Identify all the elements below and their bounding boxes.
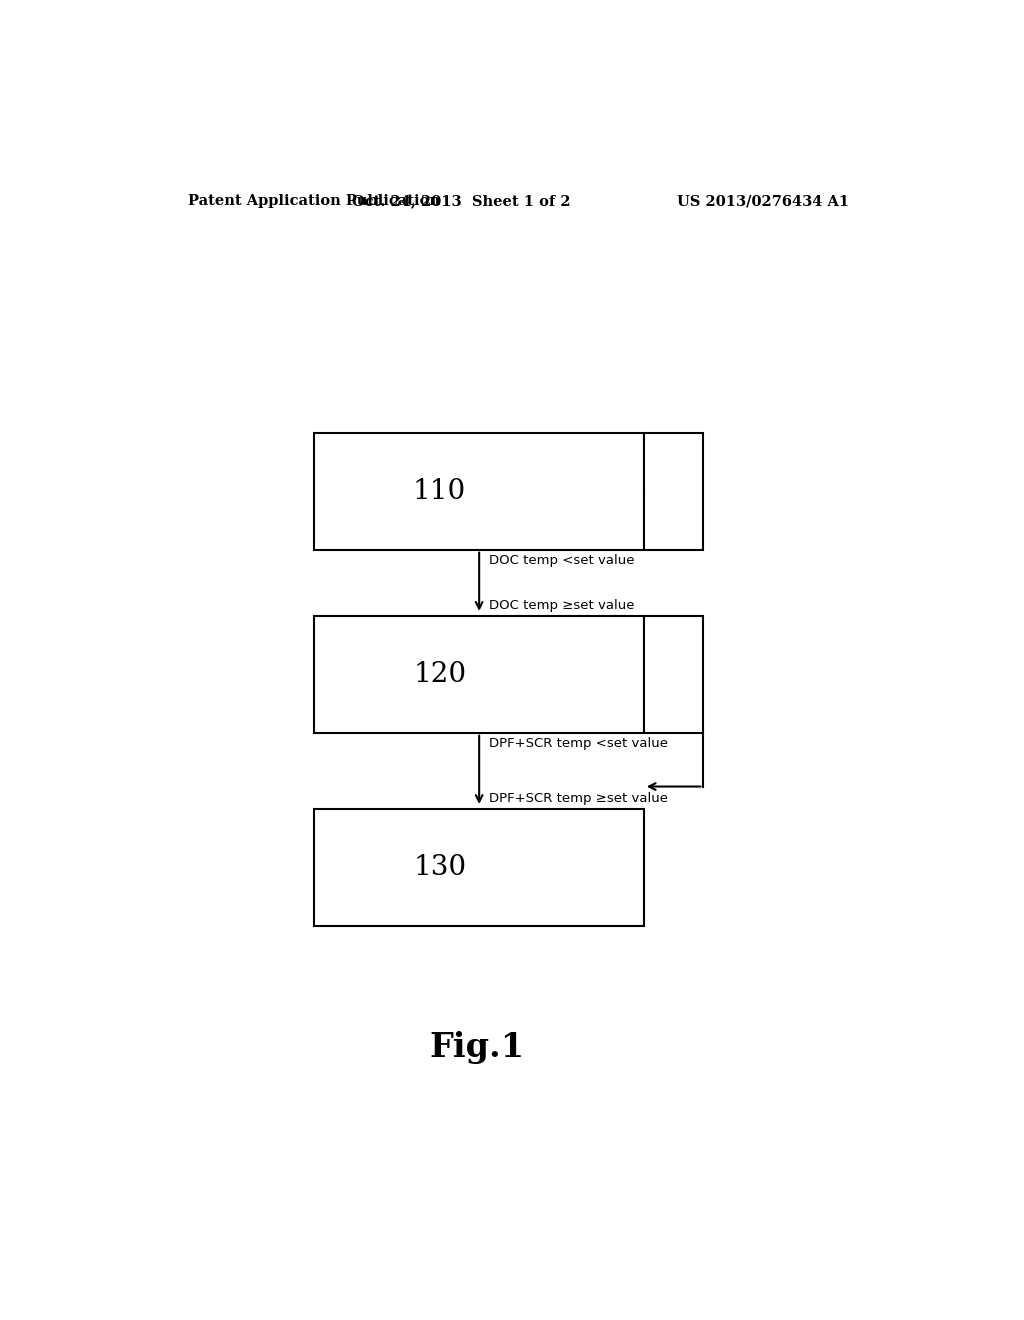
Text: Patent Application Publication: Patent Application Publication <box>187 194 439 209</box>
Bar <box>314 433 644 549</box>
Text: 120: 120 <box>413 661 466 688</box>
Text: Fig.1: Fig.1 <box>430 1031 524 1064</box>
Text: DPF+SCR temp <set value: DPF+SCR temp <set value <box>488 737 668 750</box>
Text: DOC temp ≥set value: DOC temp ≥set value <box>488 599 634 611</box>
Text: DOC temp <set value: DOC temp <set value <box>488 554 634 566</box>
Text: 130: 130 <box>413 854 466 880</box>
Text: Oct. 24, 2013  Sheet 1 of 2: Oct. 24, 2013 Sheet 1 of 2 <box>352 194 570 209</box>
Bar <box>314 615 644 733</box>
Bar <box>644 615 703 733</box>
Text: US 2013/0276434 A1: US 2013/0276434 A1 <box>677 194 849 209</box>
Bar <box>314 809 644 925</box>
Text: 110: 110 <box>413 478 466 504</box>
Text: DPF+SCR temp ≥set value: DPF+SCR temp ≥set value <box>488 792 668 805</box>
Bar <box>644 433 703 549</box>
